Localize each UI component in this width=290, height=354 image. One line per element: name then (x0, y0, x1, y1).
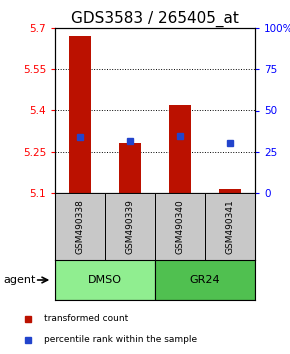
Bar (105, 193, 155, 260)
Bar (155, 193, 205, 260)
Bar (55, 193, 105, 260)
Text: transformed count: transformed count (44, 314, 128, 323)
Bar (219, 189, 241, 193)
Bar (169, 105, 191, 193)
Text: GR24: GR24 (190, 275, 220, 285)
Text: GSM490339: GSM490339 (126, 199, 135, 254)
Bar (119, 143, 141, 193)
Bar (155, 260, 255, 300)
Bar (55, 260, 155, 300)
Text: agent: agent (3, 275, 35, 285)
Bar (69, 36, 91, 193)
Text: percentile rank within the sample: percentile rank within the sample (44, 335, 197, 344)
Bar (205, 193, 255, 260)
Text: GSM490340: GSM490340 (175, 199, 184, 254)
Text: DMSO: DMSO (88, 275, 122, 285)
Text: GSM490338: GSM490338 (75, 199, 84, 254)
Text: GSM490341: GSM490341 (226, 199, 235, 254)
Title: GDS3583 / 265405_at: GDS3583 / 265405_at (71, 11, 239, 27)
